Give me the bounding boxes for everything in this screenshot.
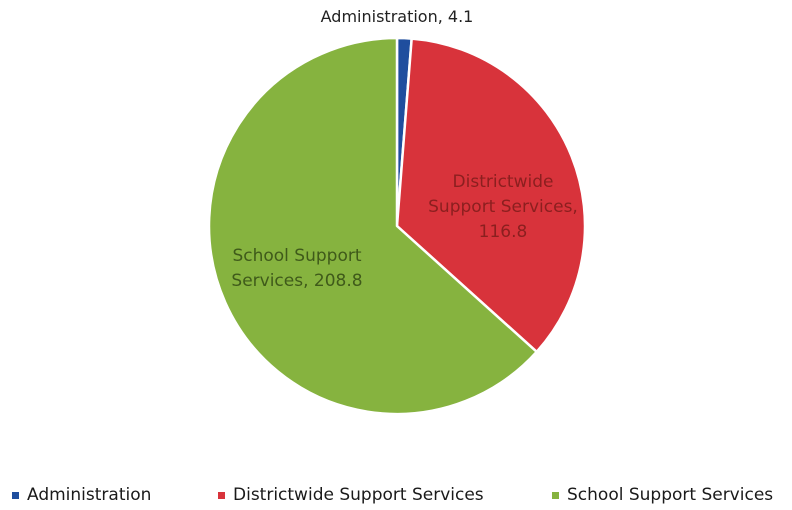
legend-swatch-school-support-services xyxy=(552,491,559,499)
legend-item-districtwide-support-services: Districtwide Support Services xyxy=(218,484,484,506)
legend-label-districtwide-support-services: Districtwide Support Services xyxy=(233,485,484,505)
data-label-school-support-services: School Support Services, 208.8 xyxy=(231,246,362,291)
legend-item-administration: Administration xyxy=(12,484,151,506)
slice-labels: Administration, 4.1 Districtwide Support S… xyxy=(231,7,577,291)
legend-label-school-support-services: School Support Services xyxy=(567,485,774,505)
data-label-districtwide-support-services: Districtwide Support Services, 116.8 xyxy=(428,172,578,242)
legend: Administration Districtwide Support Serv… xyxy=(0,484,792,508)
pie-slice-districtwide-support-services xyxy=(395,37,587,354)
legend-label-administration: Administration xyxy=(27,485,152,505)
legend-swatch-districtwide-support-services xyxy=(218,491,225,499)
legend-item-school-support-services: School Support Services xyxy=(552,484,773,506)
legend-swatch-administration xyxy=(12,491,19,499)
pie-slice-school-support-services xyxy=(207,36,538,416)
data-label-administration: Administration, 4.1 xyxy=(321,7,474,26)
pie-slices xyxy=(207,36,587,416)
